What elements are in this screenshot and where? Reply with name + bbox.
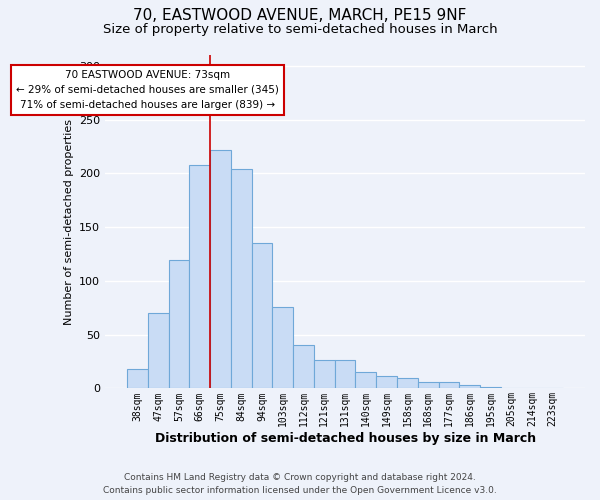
Bar xyxy=(293,346,314,389)
Bar xyxy=(376,376,397,388)
Bar xyxy=(397,378,418,388)
X-axis label: Distribution of semi-detached houses by size in March: Distribution of semi-detached houses by … xyxy=(155,432,536,445)
Bar xyxy=(148,313,169,388)
Bar xyxy=(355,372,376,388)
Bar xyxy=(335,360,355,388)
Bar xyxy=(460,385,480,388)
Bar xyxy=(251,243,272,388)
Text: Contains HM Land Registry data © Crown copyright and database right 2024.
Contai: Contains HM Land Registry data © Crown c… xyxy=(103,474,497,495)
Y-axis label: Number of semi-detached properties: Number of semi-detached properties xyxy=(64,118,74,324)
Bar xyxy=(210,150,231,388)
Text: 70 EASTWOOD AVENUE: 73sqm
← 29% of semi-detached houses are smaller (345)
71% of: 70 EASTWOOD AVENUE: 73sqm ← 29% of semi-… xyxy=(16,70,279,110)
Bar xyxy=(169,260,189,388)
Bar xyxy=(127,369,148,388)
Text: Size of property relative to semi-detached houses in March: Size of property relative to semi-detach… xyxy=(103,22,497,36)
Bar xyxy=(189,164,210,388)
Bar xyxy=(439,382,460,388)
Bar xyxy=(272,306,293,388)
Bar xyxy=(314,360,335,388)
Bar xyxy=(418,382,439,388)
Bar xyxy=(231,169,251,388)
Text: 70, EASTWOOD AVENUE, MARCH, PE15 9NF: 70, EASTWOOD AVENUE, MARCH, PE15 9NF xyxy=(133,8,467,22)
